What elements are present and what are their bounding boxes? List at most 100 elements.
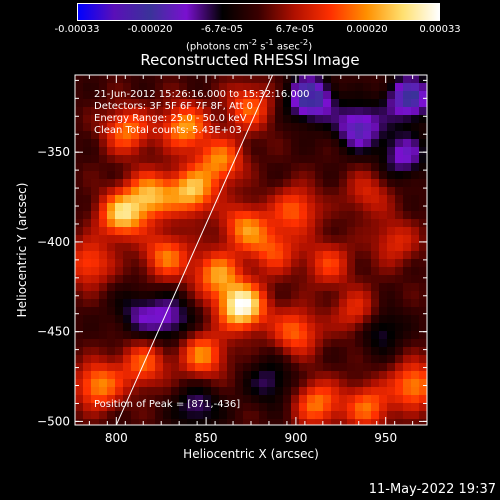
heatmap-cell xyxy=(355,179,364,188)
heatmap-cell xyxy=(363,411,372,420)
heatmap-cell xyxy=(403,419,412,425)
heatmap-cell xyxy=(195,275,204,284)
heatmap-cell xyxy=(139,227,148,236)
heatmap-cell xyxy=(179,187,188,196)
heatmap-cell xyxy=(403,283,412,292)
heatmap-cell xyxy=(315,395,324,404)
heatmap-cell xyxy=(411,291,420,300)
heatmap-cell xyxy=(171,203,180,212)
heatmap-cell xyxy=(347,219,356,228)
heatmap-cell xyxy=(315,91,324,100)
heatmap-cell xyxy=(243,275,252,284)
heatmap-cell xyxy=(195,131,204,140)
heatmap-cell xyxy=(115,99,124,108)
heatmap-cell xyxy=(227,171,236,180)
heatmap-cell xyxy=(227,403,236,412)
heatmap-cell xyxy=(235,395,244,404)
heatmap-cell xyxy=(131,123,140,132)
heatmap-cell xyxy=(147,123,156,132)
heatmap-cell xyxy=(259,83,268,92)
heatmap-cell xyxy=(395,179,404,188)
heatmap-cell xyxy=(243,267,252,276)
heatmap-cell xyxy=(83,275,92,284)
heatmap-cell xyxy=(299,259,308,268)
heatmap-cell xyxy=(259,235,268,244)
heatmap-cell xyxy=(203,107,212,116)
heatmap-cell xyxy=(147,91,156,100)
heatmap-cell xyxy=(251,115,260,124)
heatmap-cell xyxy=(171,115,180,124)
heatmap-cell xyxy=(411,163,420,172)
heatmap-cell xyxy=(411,203,420,212)
heatmap-cell xyxy=(347,347,356,356)
heatmap-cell xyxy=(243,371,252,380)
heatmap-cell xyxy=(195,179,204,188)
heatmap-cell xyxy=(275,259,284,268)
heatmap-cell xyxy=(339,307,348,316)
heatmap-cell xyxy=(387,419,396,425)
heatmap-cell xyxy=(99,323,108,332)
heatmap-cell xyxy=(99,307,108,316)
heatmap-cell xyxy=(275,123,284,132)
heatmap-cell xyxy=(323,91,332,100)
heatmap-cell xyxy=(243,155,252,164)
heatmap-cell xyxy=(291,387,300,396)
heatmap-cell xyxy=(107,347,116,356)
heatmap-cell xyxy=(187,267,196,276)
heatmap-cell xyxy=(267,403,276,412)
heatmap-cell xyxy=(323,139,332,148)
annotation-time-range: 21-Jun-2012 15:26:16.000 to 15:32:16.000 xyxy=(94,89,310,100)
heatmap-cell xyxy=(75,315,84,324)
heatmap-cell xyxy=(131,347,140,356)
heatmap-cell xyxy=(371,379,380,388)
heatmap-cell xyxy=(403,267,412,276)
heatmap-cell xyxy=(395,411,404,420)
heatmap-cell xyxy=(179,131,188,140)
heatmap-cell xyxy=(139,379,148,388)
heatmap-cell xyxy=(187,155,196,164)
heatmap-cell xyxy=(99,347,108,356)
heatmap-cell xyxy=(307,323,316,332)
heatmap-cell xyxy=(115,379,124,388)
heatmap-cell xyxy=(99,171,108,180)
heatmap-cell xyxy=(307,179,316,188)
heatmap-cell xyxy=(283,219,292,228)
heatmap-cell xyxy=(211,171,220,180)
heatmap-cell xyxy=(163,195,172,204)
heatmap-cell xyxy=(371,371,380,380)
heatmap-cell xyxy=(83,99,92,108)
heatmap-cell xyxy=(139,387,148,396)
heatmap-cell xyxy=(315,251,324,260)
heatmap-cell xyxy=(75,75,84,84)
heatmap-cell xyxy=(291,163,300,172)
heatmap-cell xyxy=(107,75,116,84)
heatmap-cell xyxy=(147,139,156,148)
heatmap-cell xyxy=(371,235,380,244)
heatmap-cell xyxy=(275,227,284,236)
heatmap-cell xyxy=(339,243,348,252)
heatmap-cell xyxy=(139,83,148,92)
heatmap-cell xyxy=(179,203,188,212)
heatmap-cell xyxy=(259,395,268,404)
heatmap-cell xyxy=(107,203,116,212)
heatmap-cell xyxy=(107,251,116,260)
heatmap-cell xyxy=(315,299,324,308)
heatmap-cell xyxy=(99,139,108,148)
heatmap-cell xyxy=(91,307,100,316)
heatmap-cell xyxy=(387,251,396,260)
heatmap-cell xyxy=(99,267,108,276)
heatmap-cell xyxy=(179,387,188,396)
heatmap-cell xyxy=(323,371,332,380)
heatmap-cell xyxy=(379,275,388,284)
heatmap-cell xyxy=(267,371,276,380)
heatmap-cell xyxy=(387,299,396,308)
heatmap-cell xyxy=(315,315,324,324)
heatmap-cell xyxy=(323,411,332,420)
heatmap-cell xyxy=(203,187,212,196)
heatmap-cell xyxy=(171,283,180,292)
heatmap-cell xyxy=(227,211,236,220)
heatmap-cell xyxy=(275,115,284,124)
heatmap-cell xyxy=(395,291,404,300)
heatmap-cell xyxy=(83,123,92,132)
heatmap-cell xyxy=(195,355,204,364)
